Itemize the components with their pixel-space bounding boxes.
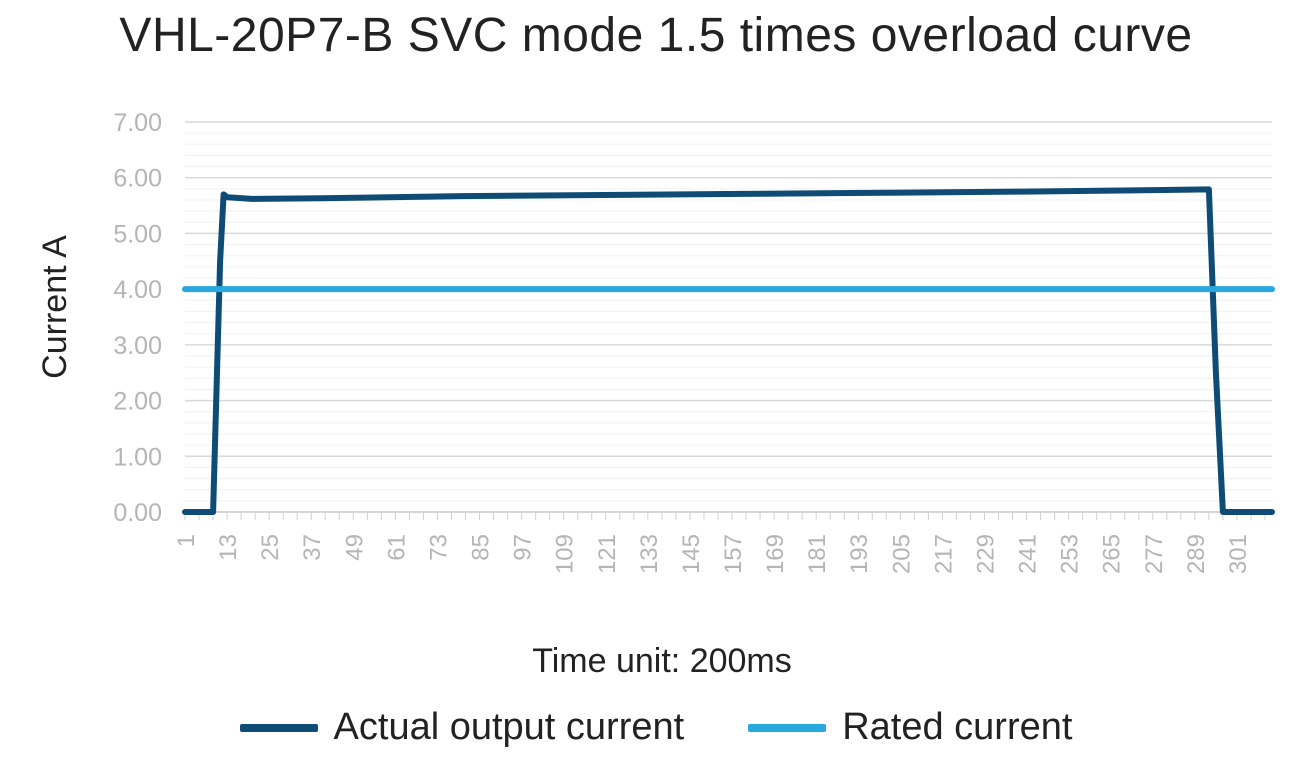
y-tick-label: 7.00 — [113, 109, 162, 137]
chart-legend: Actual output current Rated current — [0, 706, 1312, 749]
x-tick-label: 37 — [299, 534, 326, 561]
x-tick-label: 217 — [930, 534, 957, 574]
legend-label-actual: Actual output current — [333, 706, 685, 748]
x-tick-label: 289 — [1183, 534, 1210, 574]
series-line-actual-output-current — [182, 186, 1275, 515]
x-tick-label: 277 — [1141, 534, 1168, 574]
x-tick-label: 109 — [552, 534, 579, 574]
y-tick-label: 3.00 — [113, 332, 162, 360]
y-tick-label: 0.00 — [113, 499, 162, 527]
y-tick-label: 1.00 — [113, 443, 162, 471]
x-tick-label: 1 — [173, 534, 200, 547]
legend-swatch-rated — [748, 723, 827, 732]
y-tick-label: 4.00 — [113, 276, 162, 304]
chart-title: VHL-20P7-B SVC mode 1.5 times overload c… — [119, 9, 1193, 62]
x-tick-label: 85 — [468, 534, 495, 561]
x-tick-label: 253 — [1057, 534, 1084, 574]
y-tick-label: 5.00 — [113, 220, 162, 248]
x-tick-label: 265 — [1099, 534, 1126, 574]
legend-item-rated: Rated current — [748, 706, 1072, 749]
x-tick-label: 181 — [804, 534, 831, 574]
chart-plot: 0.00 1.00 2.00 3.00 4.00 5.00 6.00 7.00 1 13 25 37 4… — [36, 109, 1275, 680]
x-tick-label: 145 — [678, 534, 705, 574]
legend-swatch-actual — [239, 723, 318, 732]
x-tick-label: 97 — [510, 534, 537, 561]
x-tick-label: 133 — [636, 534, 663, 574]
x-tick-label: 13 — [215, 534, 242, 561]
x-tick-label: 61 — [383, 534, 410, 561]
x-tick-label: 241 — [1015, 534, 1042, 574]
y-axis-title: Current A — [36, 235, 74, 379]
x-tick-label: 49 — [341, 534, 368, 561]
x-tick-label: 301 — [1225, 534, 1252, 574]
x-tick-label: 205 — [888, 534, 915, 574]
x-tick-label: 25 — [257, 534, 284, 561]
legend-label-rated: Rated current — [842, 706, 1073, 748]
x-tick-label: 193 — [846, 534, 873, 574]
x-tick-label: 229 — [972, 534, 999, 574]
x-axis-title: Time unit: 200ms — [532, 642, 792, 680]
y-tick-label: 2.00 — [113, 388, 162, 416]
x-tick-label: 169 — [762, 534, 789, 574]
legend-item-actual: Actual output current — [239, 706, 685, 749]
x-tick-label: 121 — [594, 534, 621, 574]
x-tick-label: 157 — [720, 534, 747, 574]
y-tick-label: 6.00 — [113, 165, 162, 193]
x-tick-label: 73 — [425, 534, 452, 561]
